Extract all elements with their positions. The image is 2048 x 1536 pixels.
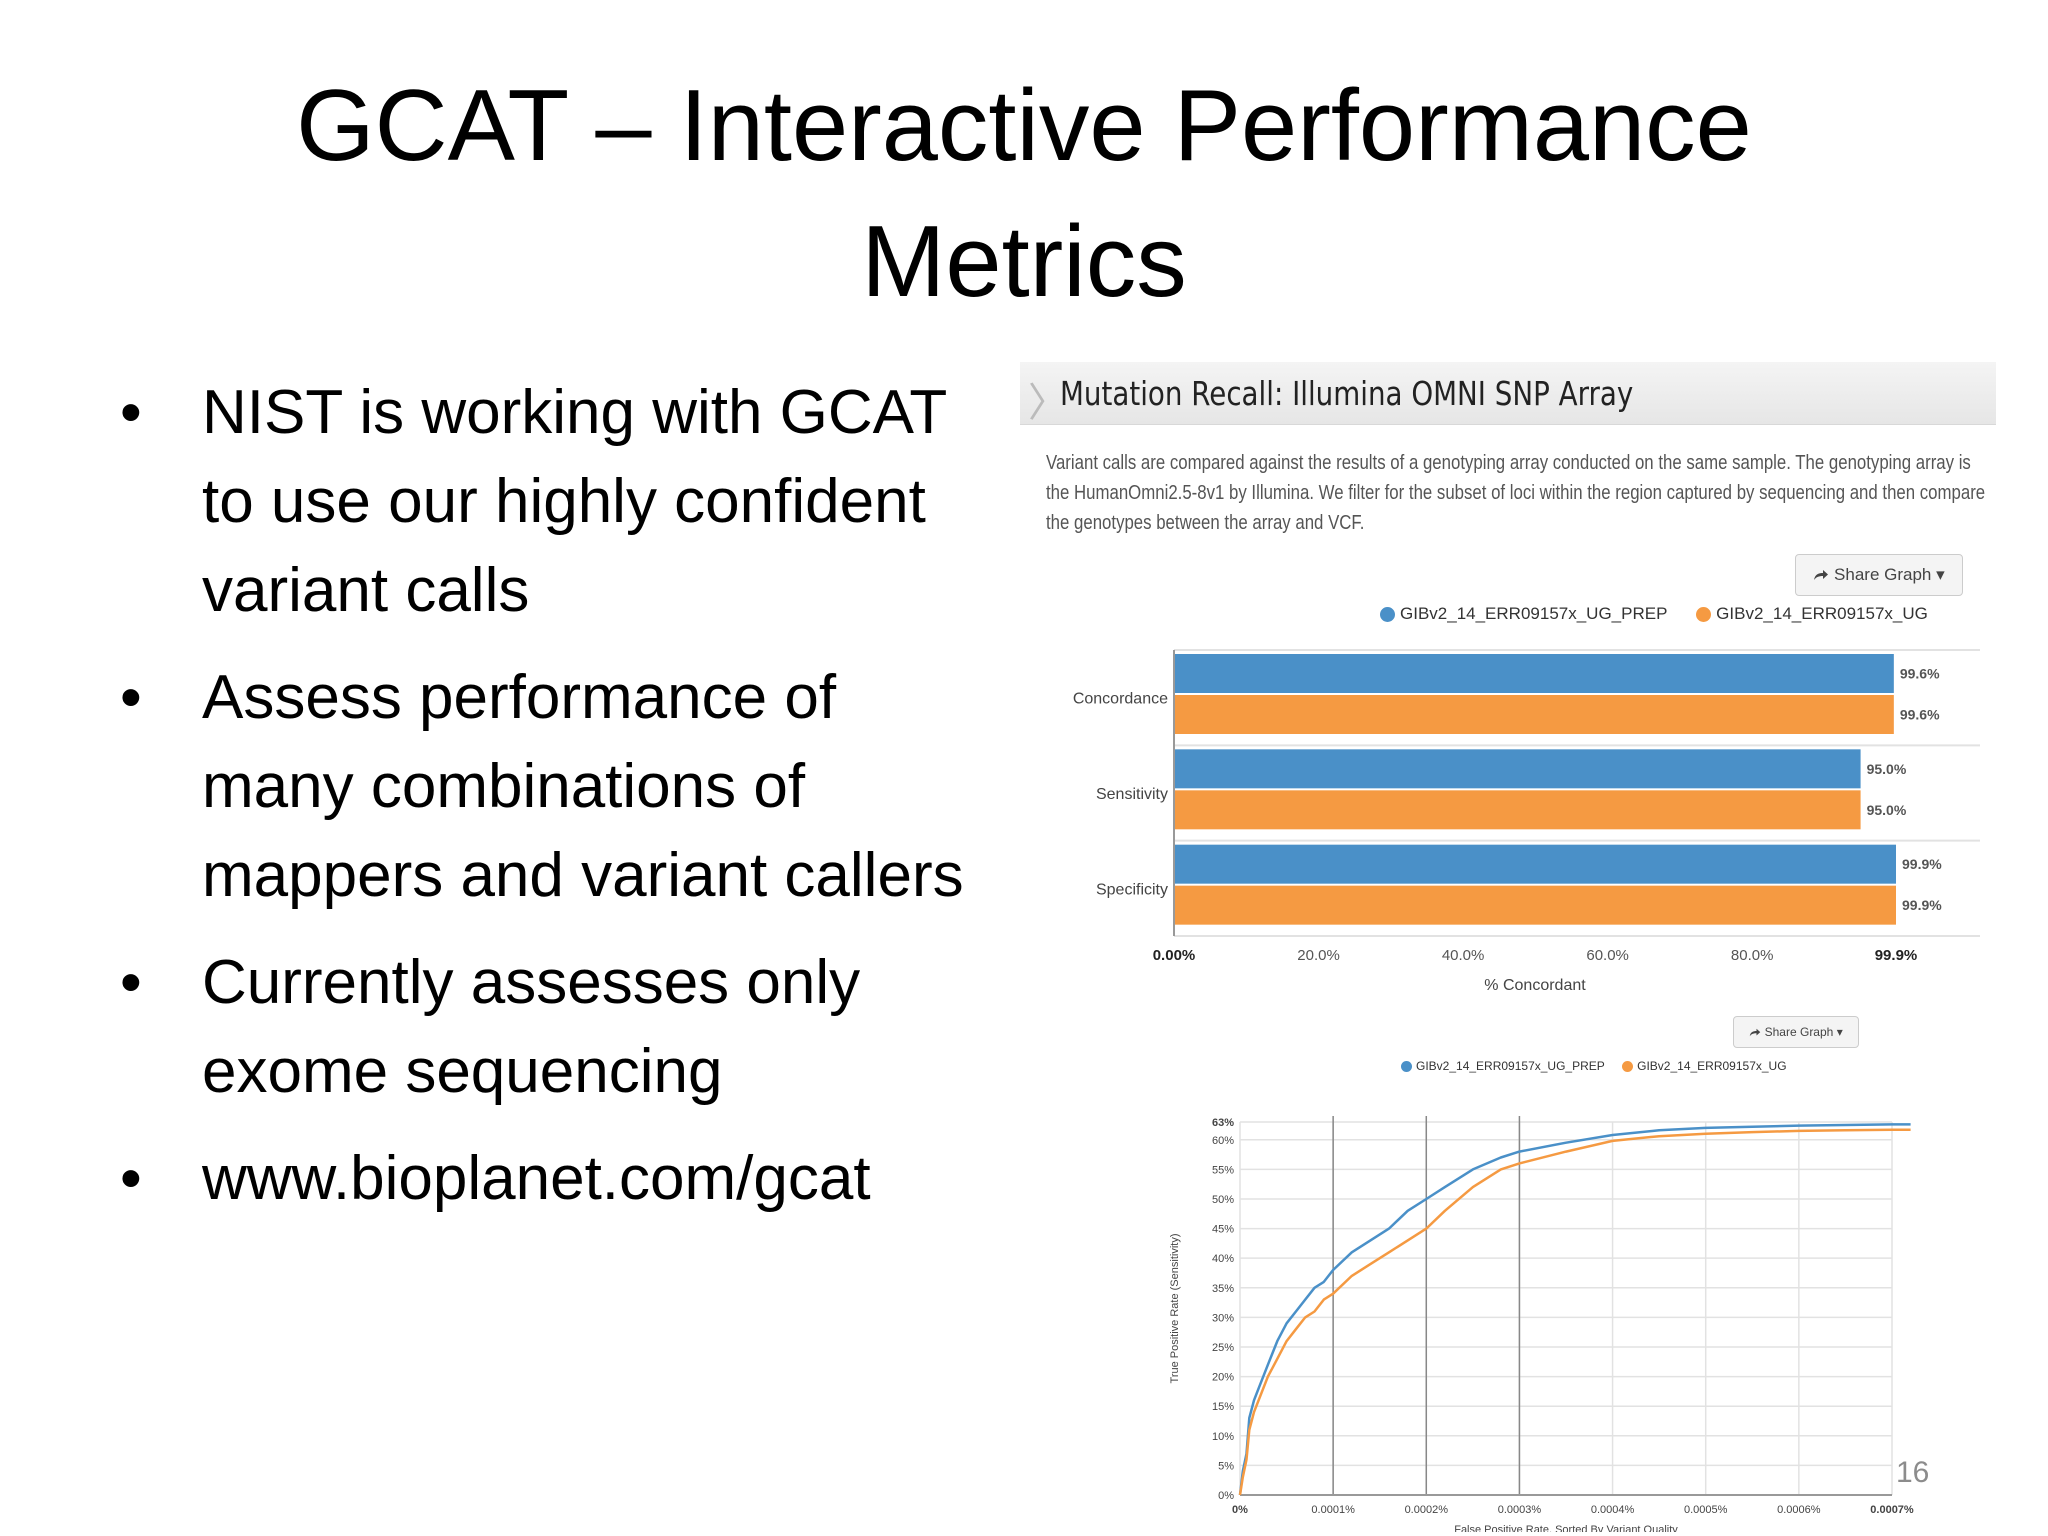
legend-swatch-series-1 (1401, 1061, 1412, 1073)
y-tick-label: 30% (1212, 1312, 1234, 1324)
x-tick-label: 99.9% (1875, 947, 1918, 964)
bar (1174, 885, 1896, 925)
y-tick-label: 35% (1212, 1283, 1234, 1295)
x-tick-label: 0.0005% (1684, 1504, 1728, 1516)
y-tick-label: 45% (1212, 1224, 1234, 1236)
bullet-text: Currently assesses only exome sequencing (202, 948, 861, 1106)
panel-header: 〉 Mutation Recall: Illumina OMNI SNP Arr… (1020, 362, 1996, 425)
x-tick-label: 0.0002% (1405, 1504, 1449, 1516)
bullet-link-text: www.bioplanet.com/gcat (202, 1144, 871, 1213)
x-tick-label: 0.00% (1153, 947, 1196, 964)
category-label: Sensitivity (1096, 786, 1168, 803)
y-tick-label: 20% (1212, 1372, 1234, 1384)
y-tick-label: 10% (1212, 1431, 1234, 1443)
x-tick-label: 40.0% (1442, 947, 1485, 964)
line-chart-legend: GIBv2_14_ERR09157x_UG_PREP GIBv2_14_ERR0… (1401, 1059, 1801, 1073)
y-tick-label: 25% (1212, 1342, 1234, 1354)
legend-label: GIBv2_14_ERR09157x_UG_PREP (1416, 1059, 1605, 1073)
y-tick-label: 50% (1212, 1194, 1234, 1206)
x-axis-title: % Concordant (1484, 977, 1586, 994)
bar-chart-legend: GIBv2_14_ERR09157x_UG_PREP GIBv2_14_ERR0… (1380, 604, 1952, 624)
y-tick-label: 40% (1212, 1253, 1234, 1265)
y-tick-label: 5% (1218, 1460, 1234, 1472)
legend-label: GIBv2_14_ERR09157x_UG (1637, 1059, 1787, 1073)
bullet-list: • NIST is working with GCAT to use our h… (120, 368, 1000, 1241)
bullet-text: Assess performance of many combinations … (202, 663, 964, 910)
legend-swatch-series-2 (1622, 1061, 1634, 1073)
series-line-2 (1238, 1128, 1911, 1496)
y-axis-title: True Positive Rate (Sensitivity) (1169, 1234, 1181, 1384)
panel-description: Variant calls are compared against the r… (1046, 452, 1986, 534)
x-tick-label: 0.0001% (1311, 1504, 1355, 1516)
legend-item[interactable]: GIBv2_14_ERR09157x_UG (1696, 604, 1928, 624)
x-tick-label: 0% (1232, 1504, 1248, 1516)
legend-swatch-series-1 (1380, 607, 1395, 623)
x-tick-label: 0.0007% (1870, 1504, 1914, 1516)
bar-value-label: 99.9% (1902, 856, 1942, 872)
caret-down-icon: ▾ (1836, 1025, 1843, 1039)
chevron-right-icon[interactable]: 〉 (1028, 381, 1068, 425)
bar-value-label: 95.0% (1867, 802, 1907, 818)
bullet-item: • Assess performance of many combination… (120, 653, 1000, 920)
legend-item[interactable]: GIBv2_14_ERR09157x_UG_PREP (1401, 1059, 1605, 1073)
bar (1174, 695, 1894, 734)
legend-swatch-series-2 (1696, 607, 1712, 623)
share-graph-button[interactable]: Share Graph ▾ (1795, 554, 1963, 596)
series-line-1 (1238, 1123, 1911, 1496)
legend-item[interactable]: GIBv2_14_ERR09157x_UG (1622, 1059, 1787, 1073)
bar-value-label: 99.6% (1900, 707, 1940, 723)
bar-value-label: 99.6% (1900, 666, 1940, 682)
legend-label: GIBv2_14_ERR09157x_UG_PREP (1400, 604, 1668, 623)
x-tick-label: 0.0003% (1498, 1504, 1542, 1516)
y-tick-label: 63% (1212, 1117, 1234, 1129)
category-label: Concordance (1073, 691, 1168, 708)
bullet-dot: • (120, 1144, 142, 1213)
share-arrow-icon (1814, 570, 1829, 580)
share-graph-label: Share Graph (1764, 1025, 1834, 1039)
share-arrow-icon (1750, 1028, 1761, 1037)
x-axis-title: False Positive Rate, Sorted By Variant Q… (1454, 1524, 1678, 1532)
x-tick-label: 20.0% (1297, 947, 1340, 964)
bar-value-label: 99.9% (1902, 897, 1942, 913)
x-tick-label: 0.0006% (1777, 1504, 1821, 1516)
bullet-dot: • (120, 663, 142, 732)
y-tick-label: 15% (1212, 1401, 1234, 1413)
legend-item[interactable]: GIBv2_14_ERR09157x_UG_PREP (1380, 604, 1667, 624)
slide-title-line-1: GCAT – Interactive Performance (296, 70, 1752, 182)
line-chart: 0% 5% 10% 15% 20% 25% 30% 35% 40% 45% 50% 55% 60% 63%… (1169, 1116, 1914, 1532)
bar (1174, 749, 1861, 789)
bullet-item: • www.bioplanet.com/gcat (120, 1134, 1000, 1223)
legend-label: GIBv2_14_ERR09157x_UG (1716, 604, 1928, 623)
bar (1174, 654, 1894, 693)
share-graph-button-2[interactable]: Share Graph ▾ (1733, 1016, 1859, 1048)
x-tick-label: 80.0% (1731, 947, 1774, 964)
caret-down-icon: ▾ (1936, 565, 1945, 584)
y-tick-label: 55% (1212, 1164, 1234, 1176)
slide-title: GCAT – Interactive Performance Metrics (0, 58, 2048, 330)
bar (1174, 844, 1896, 884)
x-tick-label: 0.0004% (1591, 1504, 1635, 1516)
gcat-screenshot-panel: 〉 Mutation Recall: Illumina OMNI SNP Arr… (1020, 362, 1996, 1532)
bullet-dot: • (120, 378, 142, 447)
y-tick-label: 60% (1212, 1135, 1234, 1147)
panel-title: Mutation Recall: Illumina OMNI SNP Array (1060, 374, 1634, 413)
bullet-item: • NIST is working with GCAT to use our h… (120, 368, 1000, 635)
slide-number: 16 (1896, 1456, 1930, 1489)
bullet-dot: • (120, 948, 142, 1017)
bullet-text: NIST is working with GCAT to use our hig… (202, 378, 947, 625)
category-label: Specificity (1096, 881, 1168, 898)
bar-value-label: 95.0% (1867, 761, 1907, 777)
share-graph-label: Share Graph (1834, 565, 1932, 584)
x-tick-label: 60.0% (1586, 947, 1629, 964)
slide-title-line-2: Metrics (861, 206, 1187, 318)
bullet-item: • Currently assesses only exome sequenci… (120, 938, 1000, 1116)
y-tick-label: 0% (1218, 1490, 1234, 1502)
bar-chart: Concordance 99.6% 99.6% Sensitivity 95.0% 95.… (1073, 649, 1980, 994)
bar (1174, 790, 1861, 830)
